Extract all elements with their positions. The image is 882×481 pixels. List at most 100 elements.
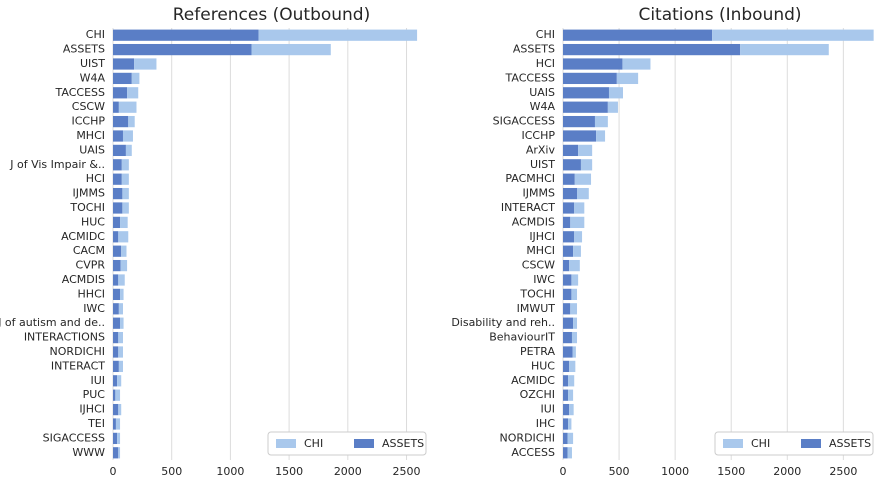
bar-segment — [563, 331, 572, 344]
bar-segment — [563, 360, 570, 373]
bar-segment — [125, 144, 132, 157]
bar-segment — [113, 130, 123, 142]
y-tick-label: INTERACTIONS — [24, 331, 105, 344]
bar-segment — [118, 274, 125, 286]
bar-segment — [113, 202, 123, 214]
y-tick-label: NORDICHI — [500, 431, 555, 444]
bar-segment — [563, 29, 713, 41]
y-tick-label: IJHCI — [79, 403, 105, 416]
x-tick-label: 1500 — [717, 465, 745, 478]
bar-segment — [113, 360, 119, 373]
bar-segment — [563, 202, 575, 214]
bar-segment — [563, 216, 571, 229]
y-tick-label: IWC — [533, 273, 555, 286]
bar-segment — [118, 447, 121, 459]
y-tick-label: INTERACT — [51, 359, 105, 372]
y-tick-label: Disability and reh.. — [451, 316, 555, 329]
bar-segment — [115, 418, 121, 430]
y-tick-label: UIST — [530, 158, 555, 171]
bar-segment — [568, 389, 574, 401]
bar-segment — [113, 43, 252, 56]
y-tick-label: TOCHI — [519, 287, 555, 300]
y-tick-label: PETRA — [520, 345, 556, 358]
y-tick-label: UAIS — [79, 143, 105, 156]
bar-segment — [113, 403, 119, 416]
y-tick-label: TEI — [87, 417, 105, 430]
y-tick-label: ICCHP — [71, 115, 105, 128]
bar-segment — [563, 389, 569, 401]
bar-segment — [113, 418, 116, 430]
bar-segment — [127, 87, 139, 99]
bar-segment — [563, 231, 575, 243]
bar-segment — [570, 303, 578, 315]
bar-segment — [113, 432, 118, 445]
bar-segment — [571, 331, 578, 344]
bar-segment — [574, 202, 585, 214]
legend-swatch — [801, 439, 821, 448]
bar-segment — [740, 43, 829, 56]
bar-segment — [120, 216, 128, 229]
bar-segment — [563, 375, 569, 387]
bar-segment — [113, 375, 118, 387]
x-tick-label: 1000 — [661, 465, 689, 478]
bar-segment — [563, 259, 570, 272]
bar-segment — [570, 216, 585, 229]
bar-segment — [563, 144, 579, 157]
bar-segment — [563, 432, 568, 445]
bar-segment — [569, 403, 574, 416]
bar-segment — [118, 360, 123, 373]
bar-segment — [563, 101, 608, 113]
bar-segment — [616, 72, 639, 85]
bar-segment — [594, 115, 608, 128]
bar-segment — [113, 187, 123, 200]
x-tick-label: 0 — [560, 465, 567, 478]
y-tick-label: HCI — [536, 57, 555, 70]
bar-segment — [563, 274, 572, 286]
y-tick-label: PACMHCI — [505, 172, 555, 185]
y-tick-label: J of autism and de.. — [0, 316, 105, 329]
legend-label: CHI — [304, 437, 323, 450]
legend-swatch — [723, 439, 743, 448]
y-tick-label: ICCHP — [521, 129, 555, 142]
bar-segment — [258, 29, 418, 41]
legend-box — [267, 431, 427, 456]
bar-segment — [113, 87, 128, 99]
bar-segment — [134, 58, 157, 70]
y-tick-label: HUC — [531, 359, 555, 372]
bar-segment — [113, 303, 119, 315]
y-tick-label: ACMDIS — [62, 273, 105, 286]
bar-segment — [118, 231, 129, 243]
y-tick-label: IJMMS — [523, 187, 555, 200]
bar-segment — [113, 72, 132, 85]
x-tick-label: 2000 — [334, 465, 362, 478]
bar-segment — [569, 259, 580, 272]
y-tick-label: MHCI — [526, 244, 555, 257]
y-tick-label: PUC — [83, 388, 106, 401]
bar-segment — [567, 432, 574, 445]
bar-segment — [608, 87, 623, 99]
y-tick-label: IUI — [540, 403, 555, 416]
y-tick-label: W4A — [530, 100, 556, 113]
x-tick-label: 500 — [161, 465, 182, 478]
y-tick-label: IHC — [536, 417, 556, 430]
y-tick-label: HUC — [81, 215, 105, 228]
bar-segment — [113, 447, 119, 459]
bar-segment — [118, 346, 123, 358]
bar-segment — [569, 360, 576, 373]
y-tick-label: ACMIDC — [61, 230, 105, 243]
bar-segment — [122, 187, 129, 200]
x-tick-label: 0 — [110, 465, 117, 478]
bar-segment — [571, 274, 579, 286]
bar-segment — [113, 259, 121, 272]
y-tick-label: IWC — [83, 302, 105, 315]
y-tick-label: ACMIDC — [511, 374, 555, 387]
bar-segment — [563, 346, 573, 358]
x-tick-label: 2000 — [773, 465, 801, 478]
y-tick-label: TACCESS — [505, 71, 555, 84]
bar-segment — [563, 130, 597, 142]
y-tick-label: CSCW — [72, 100, 105, 113]
y-tick-label: SIGACCESS — [493, 115, 555, 128]
y-tick-label: ASSETS — [63, 43, 105, 56]
y-tick-label: IUI — [90, 374, 105, 387]
bar-segment — [563, 403, 570, 416]
